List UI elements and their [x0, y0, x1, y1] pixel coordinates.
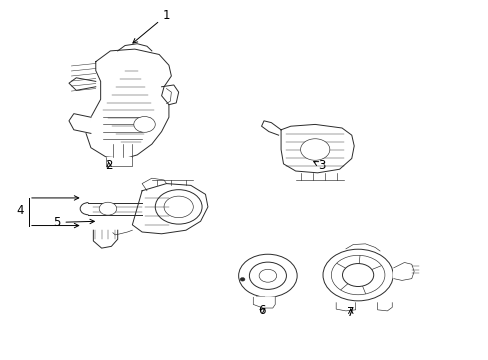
Polygon shape — [88, 203, 142, 215]
Circle shape — [300, 139, 329, 160]
Text: 7: 7 — [346, 306, 354, 319]
Text: 6: 6 — [257, 305, 265, 318]
Text: 4: 4 — [17, 204, 24, 217]
Polygon shape — [86, 49, 171, 158]
Polygon shape — [69, 114, 91, 134]
Polygon shape — [93, 230, 118, 248]
Polygon shape — [377, 303, 391, 311]
Polygon shape — [393, 262, 413, 280]
Circle shape — [99, 202, 117, 215]
Circle shape — [155, 190, 202, 224]
FancyBboxPatch shape — [255, 296, 264, 300]
Polygon shape — [281, 125, 353, 173]
Polygon shape — [69, 78, 96, 90]
Circle shape — [238, 254, 297, 297]
Polygon shape — [105, 157, 132, 166]
Circle shape — [249, 262, 286, 289]
Circle shape — [330, 255, 384, 295]
Text: 2: 2 — [105, 158, 112, 171]
Circle shape — [134, 117, 155, 132]
Circle shape — [342, 264, 373, 287]
Text: 3: 3 — [313, 159, 325, 172]
Polygon shape — [243, 254, 300, 298]
Text: 5: 5 — [53, 216, 94, 229]
Polygon shape — [253, 297, 275, 308]
Circle shape — [323, 249, 392, 301]
Text: 1: 1 — [133, 9, 170, 43]
Polygon shape — [335, 303, 355, 311]
Polygon shape — [132, 184, 207, 234]
Circle shape — [240, 278, 244, 281]
Polygon shape — [261, 121, 281, 135]
